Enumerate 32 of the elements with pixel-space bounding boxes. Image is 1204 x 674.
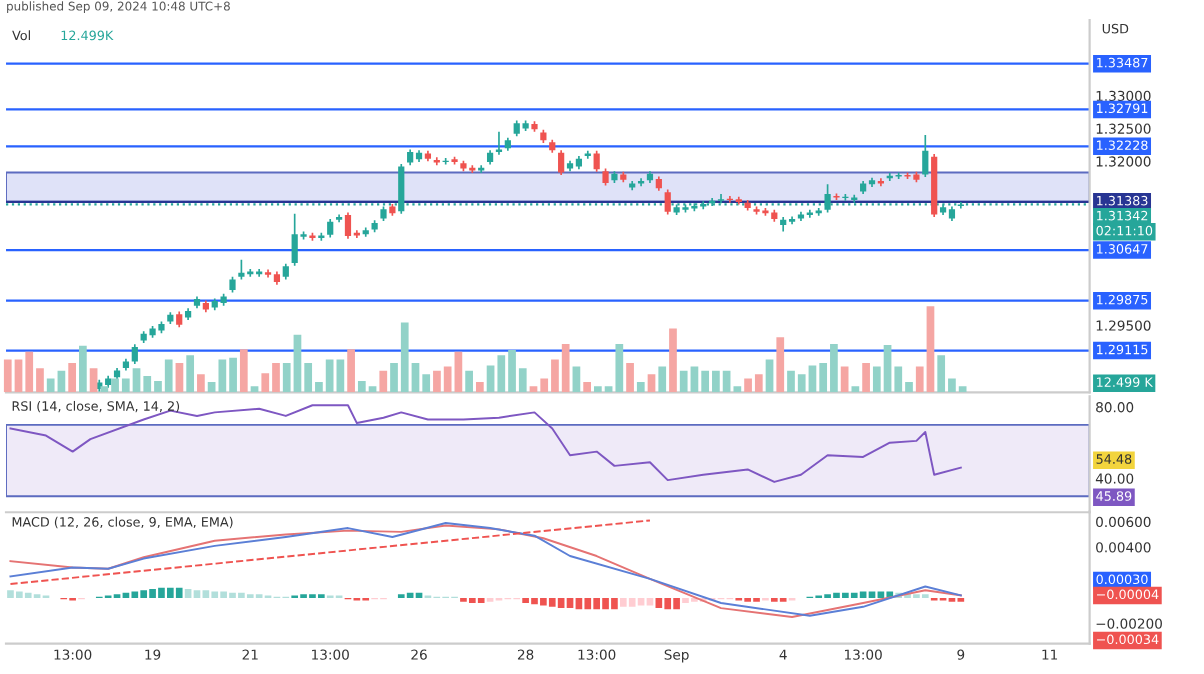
bar [186,355,195,393]
candlestick [922,134,929,178]
bar [175,363,184,393]
line-series [9,404,962,483]
candlestick [344,211,352,240]
bar [851,386,860,393]
candlestick [593,149,600,173]
candlestick [131,343,138,365]
bar [68,363,77,393]
bar [647,374,656,393]
bar [658,366,667,393]
bar [626,363,634,393]
candlestick [327,218,334,239]
bar [465,370,473,393]
bar [347,349,355,393]
candlestick [238,258,245,281]
candlestick [664,188,671,216]
candlestick [558,149,565,176]
bar [583,381,591,393]
bar [475,381,484,393]
bar [572,366,581,393]
bar [862,363,870,393]
bar [239,349,248,393]
candlestick [495,130,503,156]
bar [79,345,87,393]
bar [89,368,98,393]
bar [379,370,388,393]
bar [840,366,849,393]
bar [776,337,785,393]
bar [669,328,677,393]
bar [197,374,205,393]
bar [636,381,645,393]
